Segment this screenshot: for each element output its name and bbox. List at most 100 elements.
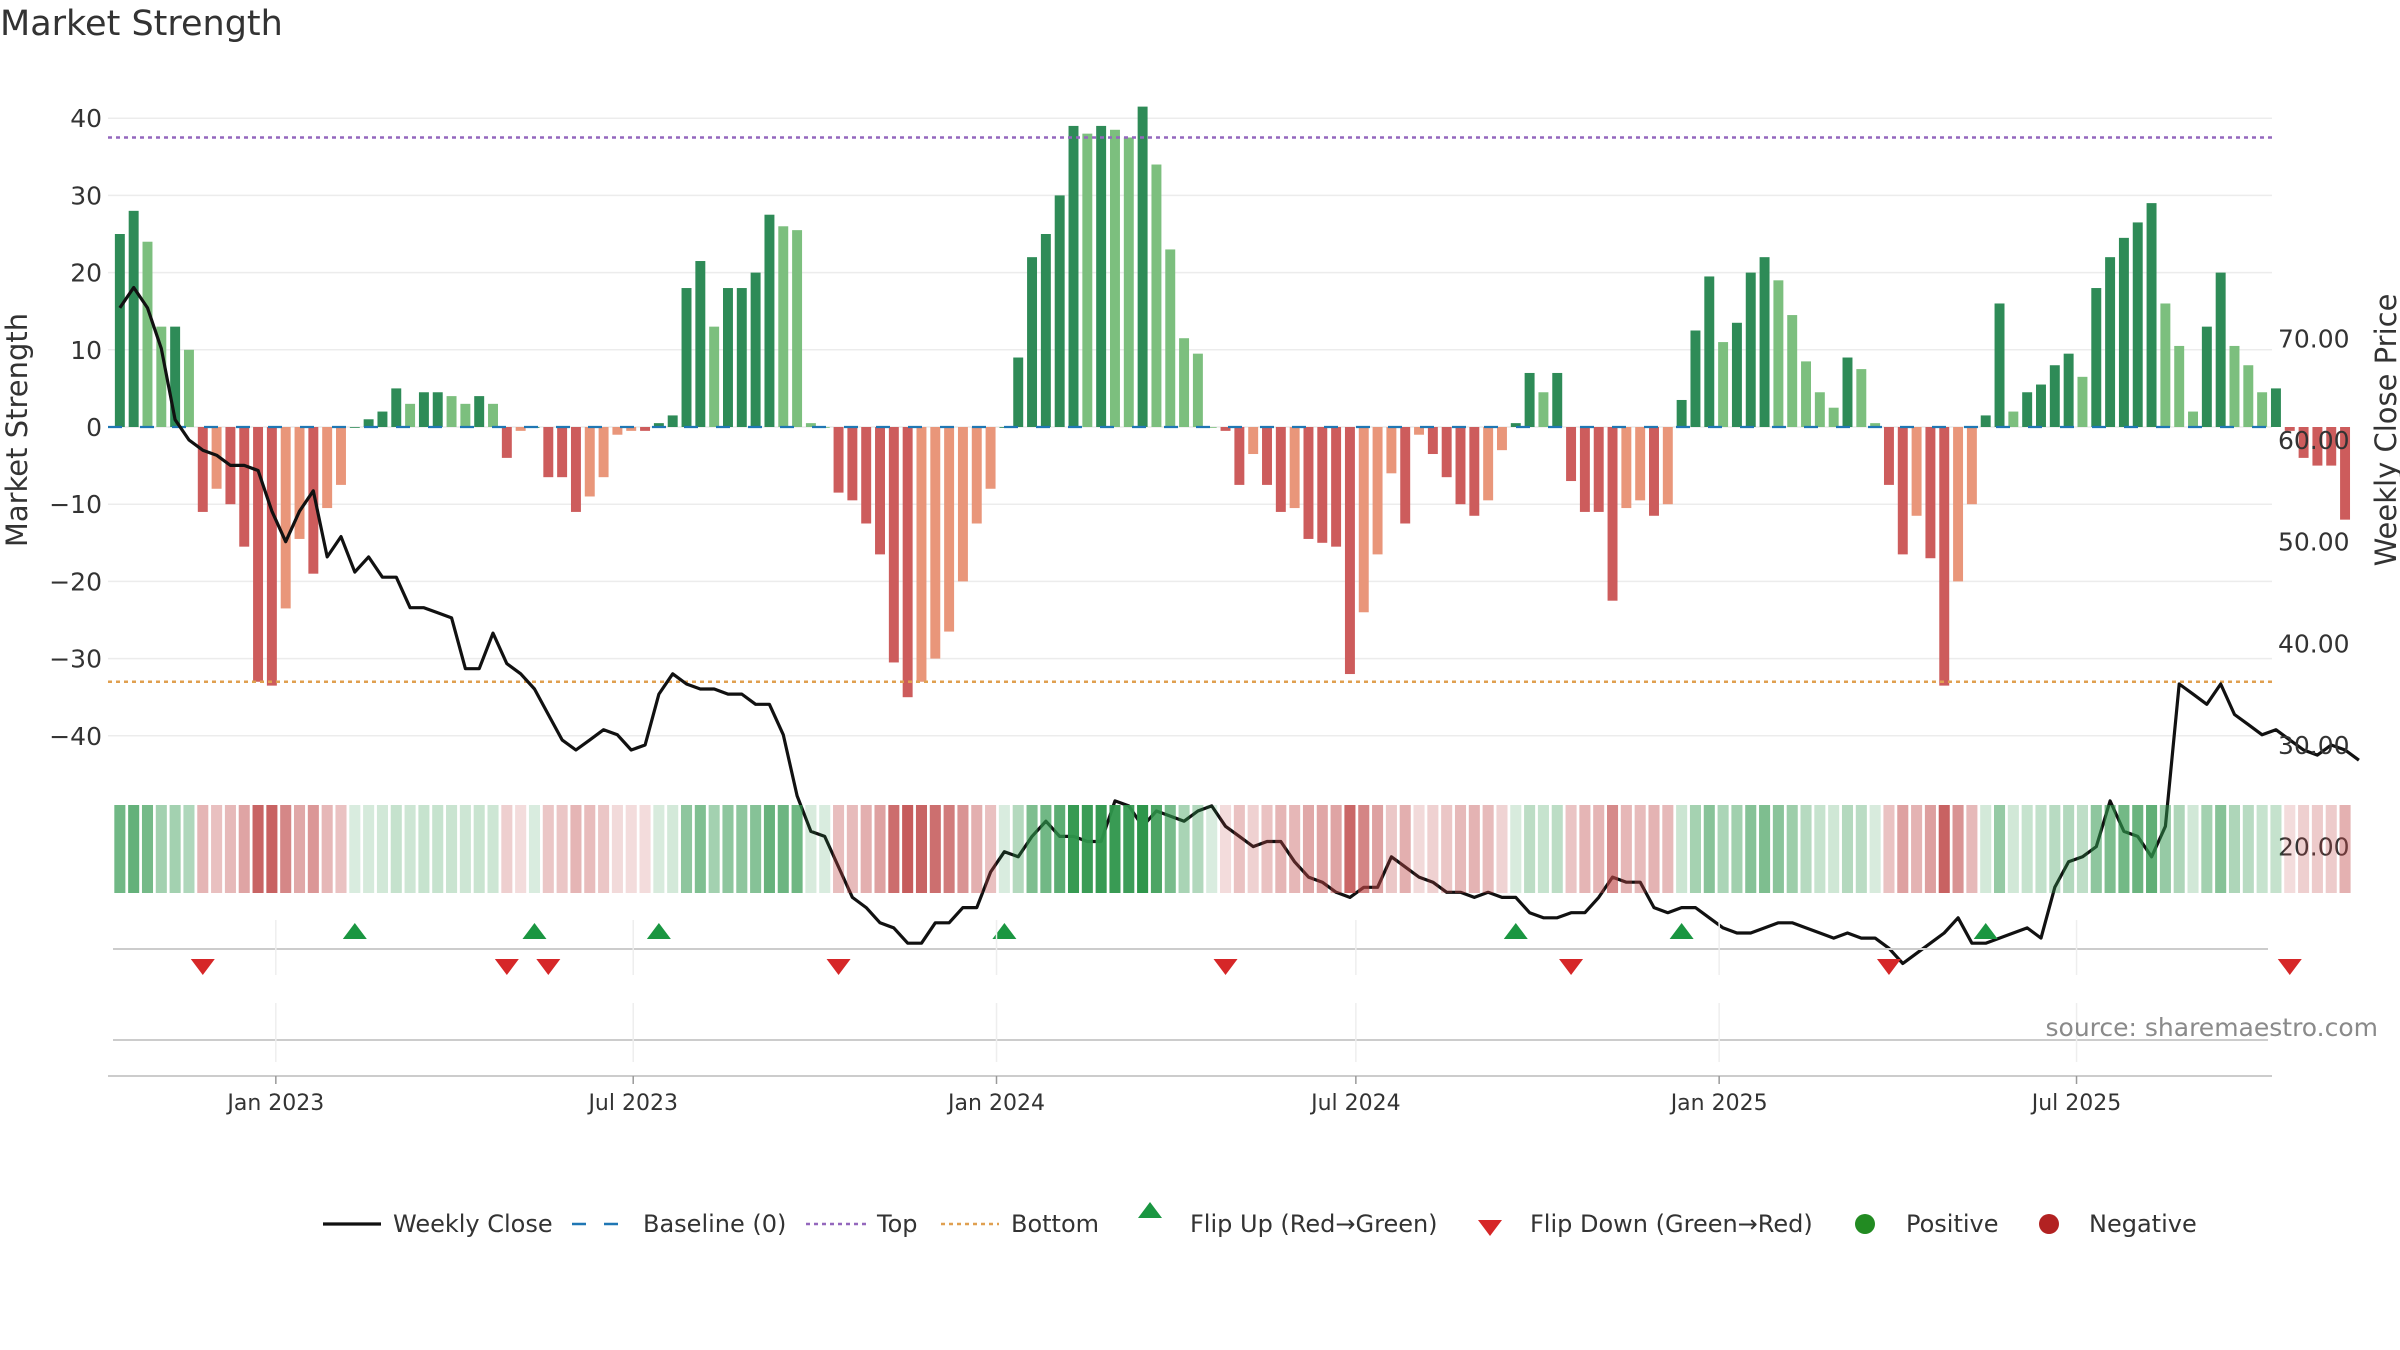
legend-label: Weekly Close <box>393 1210 553 1238</box>
strip-cell <box>1593 805 1605 893</box>
strip-cell <box>846 805 858 893</box>
strip-cell <box>2215 805 2227 893</box>
strip-cell <box>197 805 209 893</box>
strip-cell <box>2325 805 2337 893</box>
legend-negative-dot <box>2039 1214 2059 1234</box>
strength-bars <box>114 106 2351 698</box>
strip-cell <box>1648 805 1660 893</box>
strip-cell <box>1551 805 1563 893</box>
strength-bar <box>2077 376 2088 427</box>
y2-axis-title: Weekly Close Price <box>2369 294 2400 567</box>
legend-flip-up-icon <box>1138 1202 1162 1218</box>
strength-bar <box>1414 427 1425 435</box>
chart-title: Market Strength <box>0 4 283 44</box>
strip-cell <box>750 805 762 893</box>
strip-cell <box>2076 805 2088 893</box>
strip-cell <box>2187 805 2199 893</box>
strip-cell <box>1966 805 1978 893</box>
strip-cell <box>224 805 236 893</box>
strip-cell <box>1164 805 1176 893</box>
strip-cell <box>1924 805 1936 893</box>
strength-bar <box>778 226 789 427</box>
strength-bar <box>2022 392 2033 427</box>
strength-bar <box>1897 427 1908 555</box>
strength-bar <box>1372 427 1383 555</box>
strip-cell <box>2063 805 2075 893</box>
flip-down-marker <box>1876 959 1901 975</box>
legend-label: Baseline (0) <box>643 1210 786 1238</box>
strip-cell <box>2173 805 2185 893</box>
strip-cell <box>280 805 292 893</box>
strip-cell <box>929 805 941 893</box>
strip-cell <box>432 805 444 893</box>
legend: Weekly Close Baseline (0) Top Bottom Flip Up… <box>323 1202 2197 1238</box>
strength-bar <box>1814 392 1825 427</box>
strength-bar <box>1966 427 1977 505</box>
strip-cell <box>2256 805 2268 893</box>
strip-cell <box>1137 805 1149 893</box>
strength-bar <box>1220 427 1231 431</box>
x-tick-label: Jan 2024 <box>946 1091 1045 1116</box>
strip-cell <box>722 805 734 893</box>
strength-bar <box>543 427 554 478</box>
strength-bar <box>1248 427 1259 455</box>
strip-cell <box>1441 805 1453 893</box>
strip-cell <box>2339 805 2351 893</box>
strength-bar <box>446 396 457 427</box>
y-tick-label: −10 <box>49 490 102 519</box>
strength-bar <box>598 427 609 478</box>
strength-bar <box>1745 272 1756 427</box>
strength-bar <box>1662 427 1673 505</box>
strip-cell <box>860 805 872 893</box>
strip-cell <box>114 805 126 893</box>
strength-bar <box>432 392 443 427</box>
strip-cell <box>128 805 140 893</box>
strip-cell <box>598 805 610 893</box>
strength-bar <box>1607 427 1618 601</box>
strength-bar <box>1911 427 1922 516</box>
strength-bar <box>294 427 305 539</box>
strength-bar <box>2146 203 2157 427</box>
strength-bar <box>1096 125 1107 428</box>
strength-bar <box>418 392 429 427</box>
strip-cell <box>1496 805 1508 893</box>
flip-up-marker <box>1973 923 1998 939</box>
strength-bar <box>1206 427 1217 428</box>
strip-cell <box>653 805 665 893</box>
strength-bar <box>1801 361 1811 427</box>
legend-label: Flip Up (Red→Green) <box>1190 1210 1438 1238</box>
strength-bar <box>1068 125 1079 428</box>
strength-bar <box>391 388 402 427</box>
strength-bar <box>322 427 333 509</box>
strip-cell <box>943 805 955 893</box>
strength-bar <box>1759 257 1770 427</box>
strip-cell <box>1123 805 1135 893</box>
strip-cell <box>1952 805 1964 893</box>
strip-cell <box>1275 805 1287 893</box>
strength-bar <box>985 427 996 489</box>
strength-bar <box>1925 427 1936 559</box>
strength-bar <box>1469 427 1480 516</box>
strength-bar <box>1496 427 1507 451</box>
strip-cell <box>1233 805 1245 893</box>
strength-bar <box>2201 326 2212 427</box>
strip-cell <box>819 805 831 893</box>
grid-layer <box>108 117 2272 737</box>
strip-cell <box>625 805 637 893</box>
strip-cell <box>998 805 1010 893</box>
strip-cell <box>1883 805 1895 893</box>
strip-cell <box>1385 805 1397 893</box>
strength-bar <box>640 427 651 431</box>
strip-cell <box>1247 805 1259 893</box>
strip-cell <box>736 805 748 893</box>
y2-tick-label: 30.00 <box>2278 731 2350 760</box>
strength-bar <box>239 427 250 547</box>
strip-cell <box>1897 805 1909 893</box>
strip-cell <box>1206 805 1218 893</box>
strength-bar <box>557 427 568 478</box>
strength-bar <box>1192 353 1203 427</box>
y2-tick-label: 60.00 <box>2278 426 2350 455</box>
strip-cell <box>957 805 969 893</box>
strip-cell <box>2035 805 2047 893</box>
strip-cell <box>1427 805 1439 893</box>
